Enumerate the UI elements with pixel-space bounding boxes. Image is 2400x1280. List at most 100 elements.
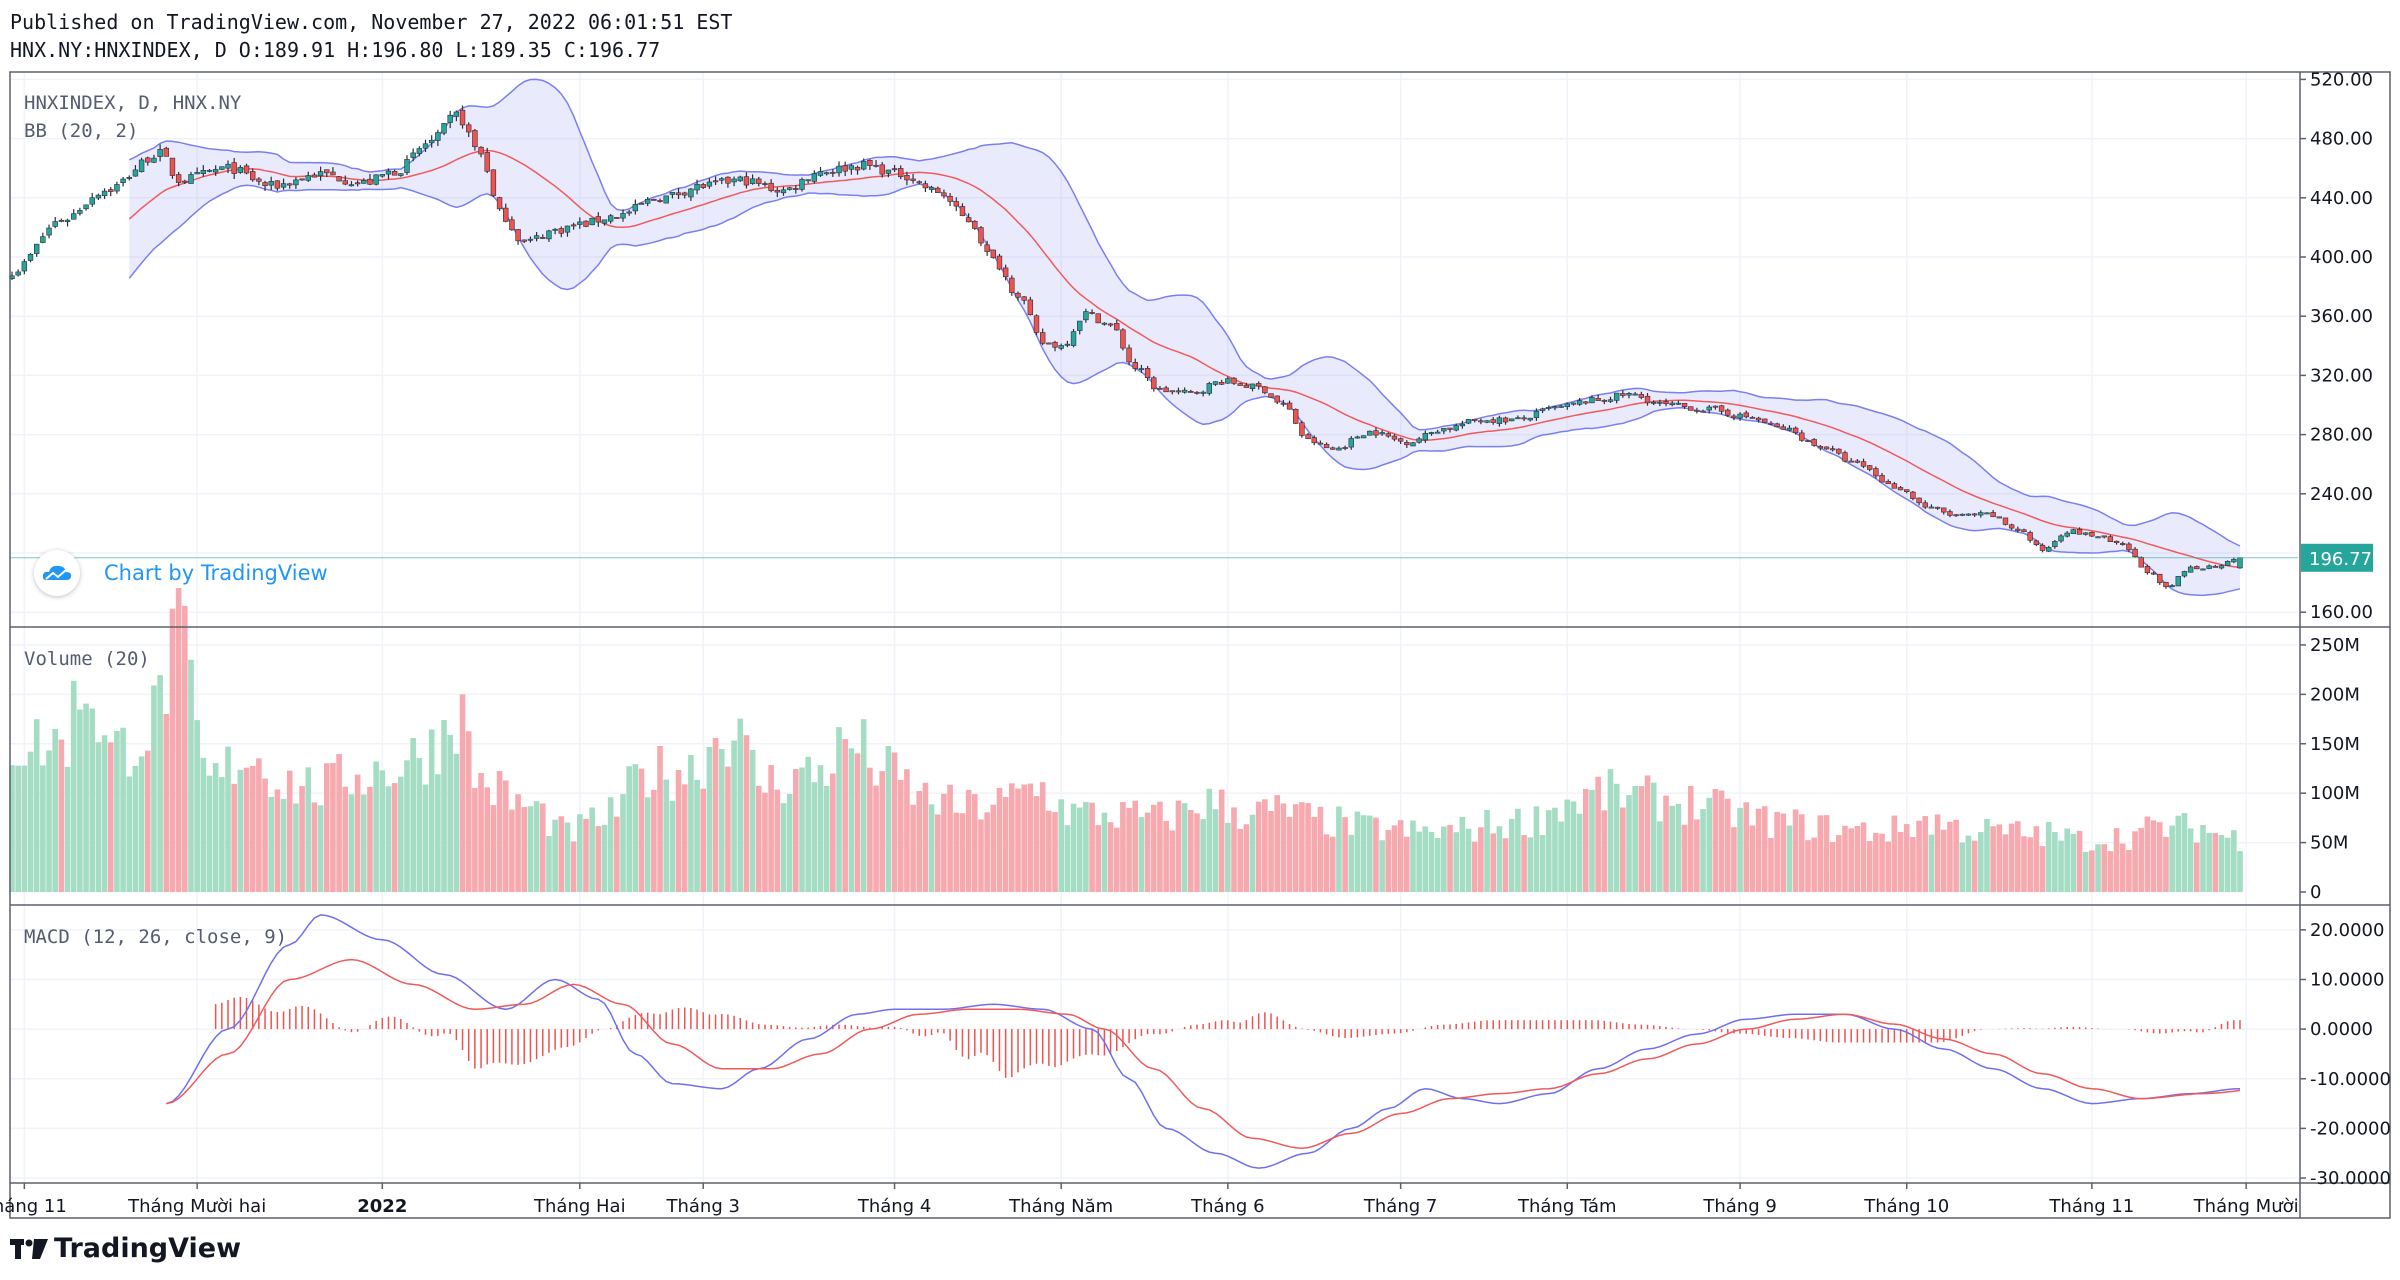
candle-body [644,198,651,204]
volume-bar [2150,820,2157,892]
volume-bar [2058,840,2064,892]
volume-bar [1786,825,1793,892]
candle-body [1453,425,1459,431]
candle-body [1589,397,1595,404]
volume-bar [712,737,719,892]
volume-bar [1188,809,1194,892]
volume-bar [1385,829,1392,892]
bb-indicator-label[interactable]: BB (20, 2) [24,120,139,142]
volume-bar [219,777,225,892]
volume-bar [928,804,935,892]
candle-body [336,176,342,182]
macd-indicator [166,914,2241,1169]
candle-body [262,182,268,186]
candle-body [1891,483,1898,489]
candle-body [212,169,219,173]
candle-body [725,176,731,184]
volume-bar [33,719,40,892]
candle-body [546,230,552,240]
candle-body [1842,452,1848,462]
candle-body [1737,413,1743,419]
volume-bar [1589,789,1595,892]
volume-bar [2008,823,2015,892]
volume-bar [120,727,126,892]
candle-body [1953,514,1959,517]
candle-body [64,219,71,223]
volume-bar [126,776,133,892]
volume-bar [749,749,756,892]
candle-body [1632,393,1638,396]
volume-bar [1280,803,1287,892]
candle-body [904,175,910,181]
candle-body [256,178,262,182]
candle-body [114,184,120,192]
candle-body [1916,497,1922,504]
volume-bar [379,770,386,892]
candle-body [1052,341,1058,348]
volume-bar [225,746,231,892]
candle-body [2144,566,2151,573]
candle-body [941,192,947,197]
volume-bar [1428,831,1435,892]
volume-bar [175,588,182,892]
volume-bar [1502,838,1509,892]
volume-indicator-label[interactable]: Volume (20) [24,648,150,670]
candle-body [2138,557,2144,568]
volume-bar [231,783,237,892]
volume-bar [1533,806,1540,892]
volume-bar [465,731,472,892]
volume-bar [1817,815,1824,892]
volume-bar [1447,825,1453,892]
volume-bar [107,742,114,892]
candle-body [1959,513,1965,516]
volume-bar [243,767,250,892]
candle-body [46,227,52,236]
volume-bar [1002,797,1009,892]
volume-bar [9,765,15,892]
volume-bar [1083,801,1089,892]
volume-bar [323,763,330,892]
candle-body [1126,347,1132,363]
volume-bar [885,745,892,892]
volume-bar [1922,816,1929,892]
candle-body [1515,417,1521,420]
macd-indicator-label[interactable]: MACD (12, 26, close, 9) [24,926,288,948]
volume-bar [1255,801,1262,892]
candle-body [194,172,200,175]
volume-bar [2082,851,2089,892]
volume-bar [496,771,503,892]
volume-bar [299,786,305,892]
volume-tick-label: 100M [2310,783,2360,804]
volume-bar [1897,831,1904,892]
volume-bar [860,719,867,892]
volume-tick-label: 150M [2310,734,2360,755]
volume-bar [1206,788,1213,892]
volume-bar [762,792,768,892]
candle-body [1539,408,1546,411]
volume-bar [509,809,515,892]
candle-body [916,181,922,184]
candle-body [1607,399,1614,402]
candle-body [774,189,780,193]
candle-body [521,239,527,242]
candle-body [416,148,423,154]
candle-body [231,162,237,174]
tradingview-brand[interactable]: TradingView [10,1233,241,1264]
candle-body [1077,320,1083,331]
volume-bar [595,826,602,892]
volume-bar [1366,815,1373,892]
volume-bar [1496,826,1503,892]
volume-bar [570,841,577,892]
candle-body [1120,329,1126,349]
chart-watermark[interactable]: Chart by TradingView [34,550,328,596]
candle-body [861,161,867,170]
candle-body [1107,323,1114,326]
volume-bar [1231,807,1237,892]
volume-bar [89,708,96,892]
candle-body [848,165,855,170]
time-tick-label: Tháng 10 [1863,1196,1949,1217]
volume-bar [786,793,793,892]
candle-body [1836,448,1842,454]
volume-bar [398,776,404,892]
